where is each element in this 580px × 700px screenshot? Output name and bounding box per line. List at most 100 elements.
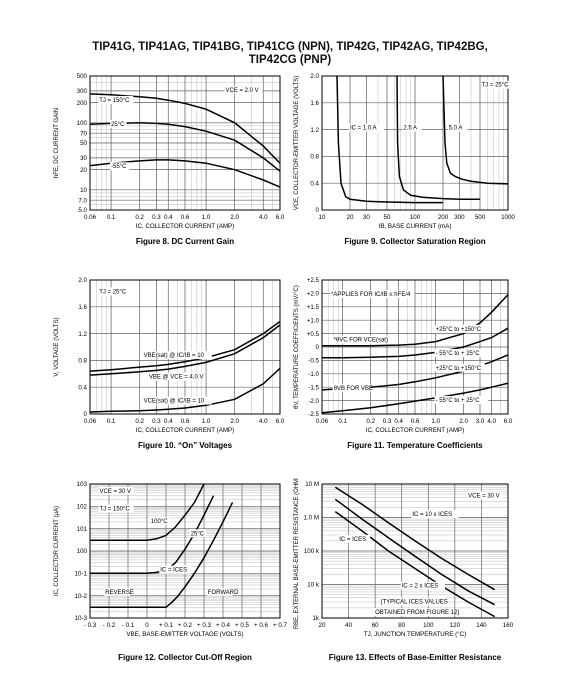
- figure-9-collector-saturation-region: 10 20 30 50 100 200 300 500 1000 0 0.4 0.8 1.2 1.6 2.0…: [294, 73, 515, 246]
- y-tick-label: 10 M: [305, 481, 319, 488]
- series-line-1: [322, 294, 508, 347]
- annotation-bg: [98, 486, 134, 495]
- x-tick-label: 0.3: [383, 418, 392, 425]
- x-tick-label: 0.4: [394, 418, 403, 425]
- annotation-label: TJ = 150°C: [100, 507, 131, 513]
- figure-10-on-voltages: 0.06 0.1 0.2 0.3 0.4 0.6 1.0 2.0 4.0 6.000.40.81.…: [54, 277, 285, 450]
- y-tick-label: 1.6: [78, 304, 87, 311]
- x-tick-label: 0.6: [181, 418, 190, 425]
- annotation-bg: [400, 581, 446, 590]
- x-tick-label: 30: [363, 214, 370, 221]
- y-tick-label: 100: [77, 548, 88, 555]
- annotation-label: -55°C: [111, 164, 127, 170]
- x-tick-label: 3.0: [476, 418, 485, 425]
- x-tick-label: 0.4: [164, 418, 173, 425]
- x-axis-label: IC, COLLECTOR CURRENT (AMP): [366, 427, 464, 434]
- annotation-label: IC = ICES: [339, 537, 366, 543]
- annotation-bg: [447, 123, 468, 132]
- annotation-label: - 55°C to + 25°C: [436, 398, 481, 404]
- y-tick-label: 0.8: [310, 154, 319, 161]
- y-tick-label: 100: [77, 120, 88, 127]
- annotation-bg: [411, 510, 459, 519]
- x-tick-label: 0.3: [152, 418, 161, 425]
- plot-frame: [321, 279, 509, 415]
- annotation-bg: [338, 534, 371, 543]
- annotation-label: VCE = 2.0 V: [225, 88, 258, 94]
- x-axis-label: IB, BASE CURRENT (mA): [379, 223, 452, 230]
- y-tick-label: 1.2: [310, 127, 319, 134]
- y-tick-label: +1.0: [307, 317, 320, 324]
- x-tick-label: 0.06: [316, 418, 329, 425]
- y-axis-label: IC, COLLECTOR CURRENT (μA): [54, 506, 60, 596]
- y-tick-label: 0: [84, 411, 88, 418]
- grid: [89, 279, 281, 415]
- plot-frame: [89, 483, 281, 619]
- annotation-label: θVB FOR VBE: [334, 386, 373, 392]
- figure-12-collector-cut-off-region: - 0.3 - 0.2 - 0.1 0 + 0.1 + 0.2 + 0.3 + 0.4 + 0.…: [54, 481, 288, 662]
- figure-caption: Figure 8. DC Current Gain: [136, 237, 234, 246]
- y-axis-label: θV, TEMPERATURE COEFFICIENTS (mV/°C): [294, 285, 300, 409]
- y-tick-label: 0.4: [310, 180, 319, 187]
- annotation-bg: [402, 123, 422, 132]
- annotation-label: IC = 10 x ICES: [412, 512, 452, 518]
- y-tick-label: 20: [80, 167, 87, 174]
- y-tick-label: 50: [80, 140, 87, 147]
- grid: [89, 483, 281, 619]
- x-tick-label: 4.0: [259, 418, 268, 425]
- y-tick-label: 1k: [312, 615, 319, 622]
- series-line-3: [90, 502, 234, 609]
- annotation-label: VBE(sat) @ IC/IB = 10: [144, 353, 205, 359]
- page-title-line-2: TIP42CG (PNP): [248, 54, 332, 66]
- x-tick-label: - 0.2: [103, 622, 116, 629]
- y-tick-label: 200: [77, 100, 88, 107]
- y-axis-label: V, VOLTAGE (VOLTS): [54, 317, 60, 376]
- annotation-bg: [434, 363, 486, 372]
- plot-frame: [321, 483, 509, 619]
- series-line-3: [90, 367, 280, 413]
- x-tick-label: 4.0: [487, 418, 496, 425]
- y-axis-label: RBE, EXTERNAL BASE-EMITTER RESISTANCE (O…: [294, 478, 300, 629]
- y-tick-label: 0: [316, 207, 320, 214]
- annotation-bg: [142, 396, 212, 405]
- annotation-label: IC = 1.0 A: [350, 126, 377, 132]
- y-tick-label: +0.5: [307, 331, 320, 338]
- y-tick-label: 103: [77, 481, 88, 488]
- y-tick-label: 70: [80, 130, 87, 137]
- y-tick-label: 1.2: [78, 331, 87, 338]
- x-tick-label: 1000: [501, 214, 515, 221]
- x-tick-label: 0.6: [411, 418, 420, 425]
- grid: [321, 279, 509, 415]
- y-tick-label: 10-2: [75, 593, 88, 600]
- y-tick-label: 10: [80, 187, 87, 194]
- annotation-bg: [224, 85, 263, 94]
- x-tick-label: 0: [145, 622, 149, 629]
- x-tick-label: 300: [454, 214, 465, 221]
- y-tick-label: +1.5: [307, 304, 320, 311]
- x-tick-label: + 0.3: [197, 622, 211, 629]
- y-tick-label: -1.5: [308, 384, 319, 391]
- y-tick-label: 2.0: [310, 73, 319, 80]
- annotation-label: - 55°C to + 25°C: [436, 351, 481, 357]
- plot-frame: [89, 75, 281, 211]
- x-tick-label: + 0.6: [254, 622, 268, 629]
- x-tick-label: 1.0: [202, 214, 211, 221]
- x-tick-label: 200: [438, 214, 449, 221]
- y-tick-label: -2.5: [308, 411, 319, 418]
- series-line-3: [442, 76, 508, 185]
- page-title-line-1: TIP41G, TIP41AG, TIP41BG, TIP41CG (NPN),…: [92, 41, 488, 53]
- x-tick-label: 100: [423, 622, 434, 629]
- annotation-label: IC = ICES: [160, 568, 187, 574]
- y-tick-label: -0.5: [308, 358, 319, 365]
- x-axis-label: TJ, JUNCTION TEMPERATURE (°C): [364, 631, 466, 638]
- series-line-2: [90, 324, 280, 376]
- x-tick-label: 0.3: [152, 214, 161, 221]
- series-line-1: [334, 486, 496, 591]
- y-tick-label: 102: [77, 504, 88, 511]
- x-tick-label: 120: [450, 622, 461, 629]
- annotation-bg: [189, 529, 207, 538]
- x-tick-label: 0.1: [107, 418, 116, 425]
- y-tick-label: 0.8: [78, 358, 87, 365]
- y-tick-label: 101: [77, 526, 88, 533]
- x-tick-label: 6.0: [276, 418, 285, 425]
- x-tick-label: + 0.5: [235, 622, 249, 629]
